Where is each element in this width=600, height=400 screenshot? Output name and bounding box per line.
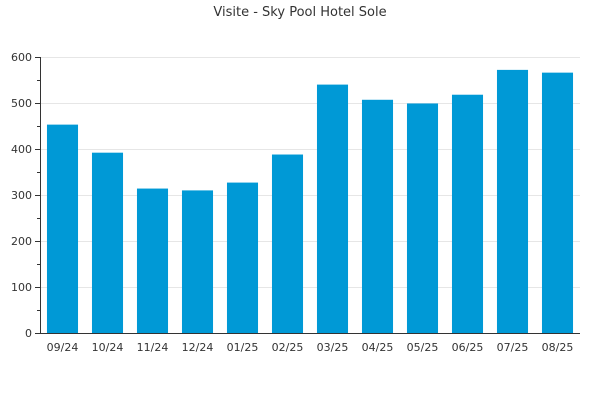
x-tick-label: 12/24: [182, 341, 214, 354]
bar: [451, 94, 484, 333]
bar: [271, 154, 304, 333]
chart-title: Visite - Sky Pool Hotel Sole: [213, 5, 386, 20]
bar: [406, 103, 439, 334]
y-tick-label: 500: [11, 97, 32, 110]
x-tick-label: 06/25: [452, 341, 484, 354]
x-tick-label: 01/25: [227, 341, 259, 354]
x-tick-label: 04/25: [362, 341, 394, 354]
bar: [496, 69, 529, 333]
y-tick-label: 600: [11, 51, 32, 64]
x-tick-label: 09/24: [47, 341, 79, 354]
x-tick-label: 05/25: [407, 341, 439, 354]
bar: [136, 188, 169, 333]
bar: [361, 99, 394, 333]
bar: [316, 84, 349, 333]
y-tick-label: 400: [11, 143, 32, 156]
bar: [181, 190, 214, 333]
y-tick-label: 0: [25, 327, 32, 340]
y-tick-label: 300: [11, 189, 32, 202]
y-tick-label: 200: [11, 235, 32, 248]
gridlines: [40, 57, 580, 288]
bars: [46, 69, 574, 334]
x-tick-label: 11/24: [137, 341, 169, 354]
x-tick-label: 03/25: [317, 341, 349, 354]
bar: [46, 124, 79, 334]
x-tick-label: 02/25: [272, 341, 304, 354]
x-tick-label: 10/24: [92, 341, 124, 354]
x-tick-label: 07/25: [497, 341, 529, 354]
y-axis: 0 100 200 300 400 500 600: [11, 51, 41, 340]
x-axis: 09/24 10/24 11/24 12/24 01/25 02/25 03/25 04/25…: [40, 333, 580, 354]
bar: [91, 152, 124, 333]
x-tick-label: 08/25: [542, 341, 574, 354]
y-tick-label: 100: [11, 281, 32, 294]
bar: [226, 182, 259, 333]
bar: [541, 72, 574, 333]
